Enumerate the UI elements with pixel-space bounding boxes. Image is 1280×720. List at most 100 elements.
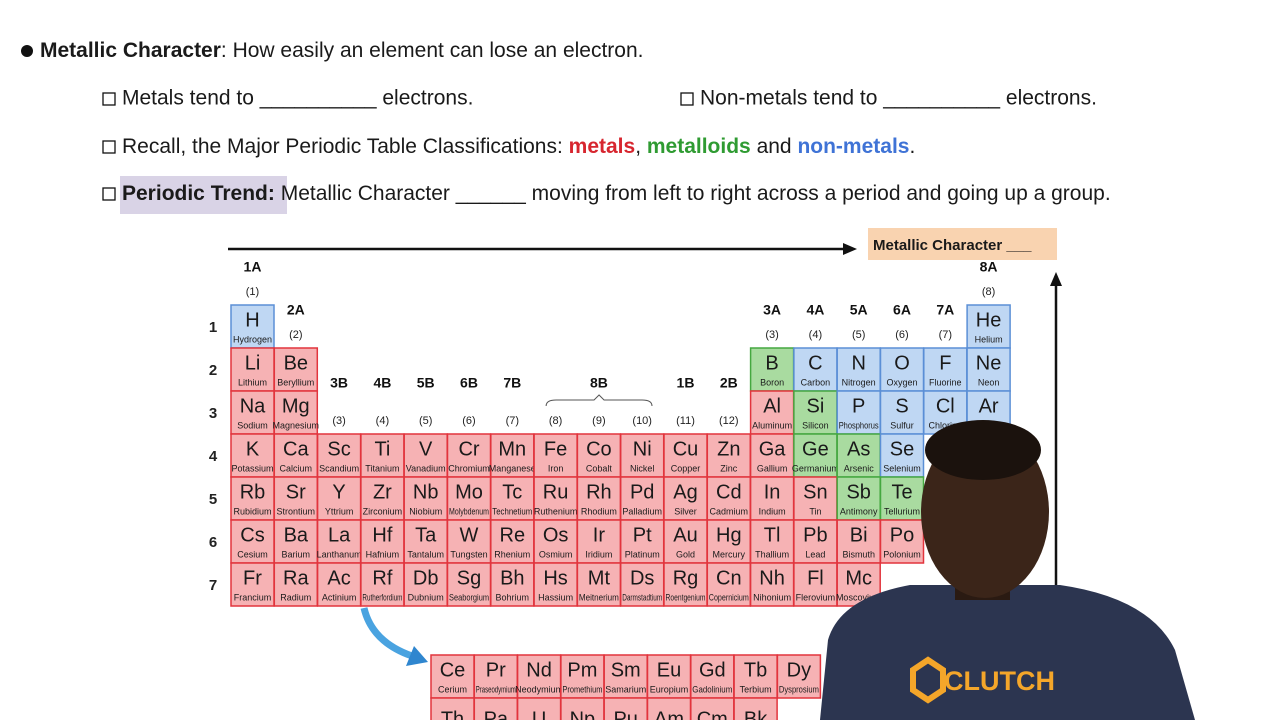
element-symbol: Bi (850, 524, 868, 546)
label-box (868, 228, 1057, 260)
group-number: (7) (939, 329, 952, 341)
element-symbol: La (328, 524, 351, 546)
element-symbol: Rf (372, 567, 392, 589)
element-symbol: Po (890, 524, 914, 546)
element-symbol: Fr (243, 567, 262, 589)
element-cell (749, 519, 795, 564)
element-name: Sulfur (890, 420, 914, 430)
arrowhead (843, 243, 857, 255)
period-label: 1 (209, 319, 217, 336)
element-symbol: Li (245, 352, 261, 374)
element-name: Samarium (605, 684, 646, 694)
element-symbol: Sc (327, 438, 350, 460)
element-name: Bismuth (842, 549, 875, 559)
element-name: Bohrium (496, 592, 530, 602)
element-name: Cadmium (710, 506, 749, 516)
element-name: Arsenic (844, 463, 875, 473)
element-name: Silicon (802, 420, 829, 430)
element-symbol: Tb (744, 659, 767, 681)
element-name: Chromium (448, 463, 490, 473)
element-cell (706, 519, 752, 564)
element-name: Niobium (409, 506, 442, 516)
element-cell (360, 562, 405, 607)
metals-line: Metals tend to __________ electrons. (122, 87, 473, 110)
element-symbol: In (764, 481, 781, 503)
group-label: 4A (806, 302, 824, 318)
group-number: (1) (246, 286, 259, 298)
element-symbol: Ir (593, 524, 606, 546)
element-symbol: Cm (697, 708, 728, 720)
element-symbol: S (895, 395, 908, 417)
group-number: (12) (719, 415, 739, 427)
group-label: 2B (720, 375, 738, 391)
element-name: Palladium (622, 506, 662, 516)
element-name: Silver (674, 506, 697, 516)
element-cell (733, 654, 778, 699)
element-symbol: Ac (327, 567, 350, 589)
element-symbol: Ra (283, 567, 309, 589)
element-name: Seaborgium (449, 592, 489, 602)
element-cell (836, 390, 881, 435)
element-symbol: Hg (716, 524, 742, 546)
element-name: Sodium (237, 420, 268, 430)
element-cell (706, 433, 752, 478)
element-name: Manganese (489, 463, 536, 473)
element-cell (316, 433, 362, 478)
element-symbol: Ds (630, 567, 654, 589)
definition: : How easily an element can lose an elec… (221, 39, 644, 62)
element-symbol: Ti (374, 438, 390, 460)
periodic-table: 1A(1)2A(2)3B(3)4B(4)5B(5)6B(6)7B(7) (8)8B… (209, 259, 1011, 720)
group-label: 5B (417, 375, 435, 391)
element-symbol: Am (654, 708, 684, 720)
group-label: 1A (244, 259, 262, 275)
element-name: Iridium (585, 549, 612, 559)
group-number: (8) (549, 415, 562, 427)
element-name: Selenium (883, 463, 921, 473)
element-symbol: Ni (633, 438, 652, 460)
element-symbol: Zr (373, 481, 392, 503)
element-symbol: Pu (613, 708, 637, 720)
element-name: Scandium (319, 463, 359, 473)
element-symbol: Nh (759, 567, 785, 589)
element-cell (793, 562, 838, 607)
element-cell (446, 562, 492, 607)
element-name: Aluminum (752, 420, 792, 430)
element-cell (533, 433, 578, 478)
element-cell (966, 347, 1011, 392)
element-symbol: U (532, 708, 546, 720)
group-number: (4) (809, 329, 822, 341)
element-symbol: Cl (936, 395, 955, 417)
element-symbol: Sn (803, 481, 827, 503)
element-cell (360, 519, 405, 564)
group-number: (11) (676, 415, 695, 427)
element-name: Flerovium (796, 592, 836, 602)
element-name: Calcium (280, 463, 313, 473)
element-symbol: Si (807, 395, 825, 417)
hair (925, 420, 1041, 480)
arrow-label: Metallic Character ___ (873, 237, 1032, 254)
element-name: Germanium (792, 463, 839, 473)
element-symbol: Tc (502, 481, 522, 503)
element-symbol: Mn (498, 438, 526, 460)
element-symbol: Hs (543, 567, 567, 589)
element-name: Copernicium (709, 592, 749, 602)
element-cell (273, 347, 319, 392)
non-metals: non-metals (797, 135, 909, 158)
element-symbol: Te (891, 481, 912, 503)
element-symbol: Pb (803, 524, 827, 546)
element-name: Cerium (438, 684, 467, 694)
element-symbol: V (419, 438, 433, 460)
group-label: 3B (330, 375, 348, 391)
element-name: Nickel (630, 463, 655, 473)
element-cell (663, 562, 708, 607)
arrowhead (406, 646, 428, 666)
element-name: Neodymium (515, 684, 563, 694)
term: Metallic Character (40, 39, 221, 62)
metalloids: metalloids (647, 135, 751, 158)
element-name: Darmstadtium (622, 592, 662, 602)
checkbox (680, 92, 694, 106)
element-cell (663, 476, 708, 521)
element-cell (603, 654, 648, 699)
element-symbol: Ca (283, 438, 309, 460)
element-name: Rhenium (494, 549, 530, 559)
